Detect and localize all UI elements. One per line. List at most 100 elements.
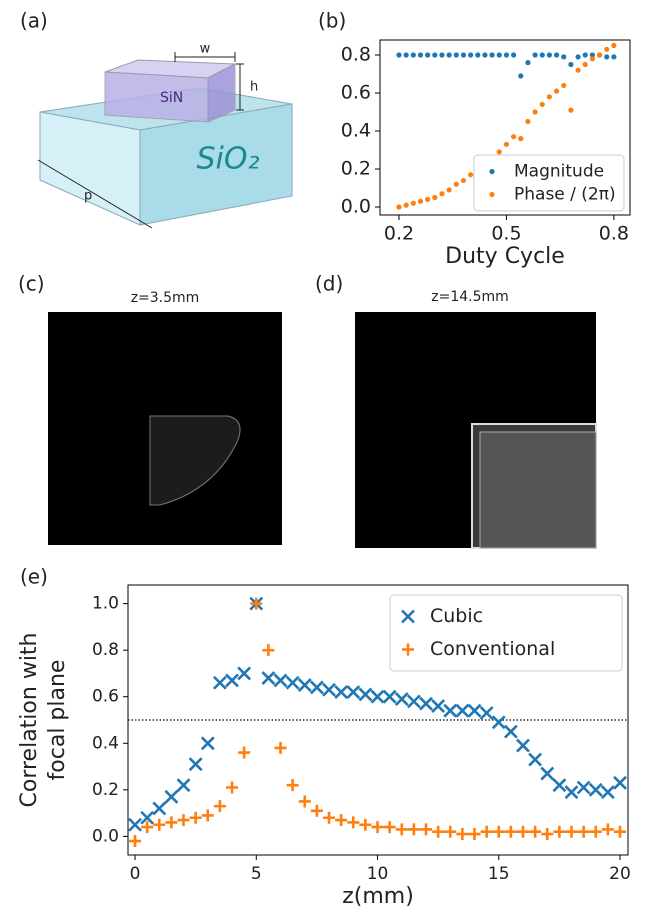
data-point xyxy=(582,52,588,58)
data-point xyxy=(525,118,531,125)
data-point xyxy=(425,52,431,58)
legend-label: Conventional xyxy=(430,638,555,660)
x-tick-label: 10 xyxy=(367,864,389,884)
data-point xyxy=(176,778,191,793)
data-point xyxy=(237,666,252,681)
data-point xyxy=(407,823,420,836)
data-point xyxy=(589,825,602,838)
data-point xyxy=(504,825,517,838)
data-point xyxy=(480,825,493,838)
data-point xyxy=(460,177,467,184)
data-point xyxy=(370,689,385,704)
image-title: z=3.5mm xyxy=(131,290,200,306)
panel-label: (d) xyxy=(315,272,343,296)
data-point xyxy=(517,825,530,838)
x-tick-label: 20 xyxy=(609,864,631,884)
data-point xyxy=(468,52,474,58)
core-front xyxy=(104,71,209,123)
data-point xyxy=(528,752,543,767)
legend-label: Phase / (2π) xyxy=(514,185,616,205)
data-point xyxy=(576,780,591,795)
data-point xyxy=(446,187,452,193)
data-point xyxy=(552,778,567,793)
data-point xyxy=(503,141,510,147)
data-point xyxy=(510,134,517,140)
data-point xyxy=(546,94,553,100)
y-tick-label: 0.6 xyxy=(341,82,371,104)
data-point xyxy=(553,52,560,58)
data-point xyxy=(561,82,567,89)
data-point xyxy=(532,52,538,58)
data-point xyxy=(496,52,502,58)
y-tick-label: 0.4 xyxy=(341,120,371,142)
y-axis-label: focal plane xyxy=(45,660,70,781)
data-point xyxy=(564,785,579,800)
substrate-side xyxy=(39,111,141,226)
y-tick-label: 0.8 xyxy=(92,640,119,660)
data-point xyxy=(323,811,336,824)
data-point xyxy=(600,785,615,800)
data-point xyxy=(213,800,226,813)
data-point xyxy=(286,779,299,792)
data-point xyxy=(589,52,595,58)
data-point xyxy=(446,52,452,58)
legend-marker xyxy=(489,191,495,198)
y-tick-label: 0.0 xyxy=(92,826,119,846)
data-point xyxy=(460,52,467,58)
data-point xyxy=(419,696,433,711)
x-tick-label: 5 xyxy=(251,864,262,884)
y-tick-label: 1.0 xyxy=(92,594,119,614)
x-axis-label: z(mm) xyxy=(342,884,414,909)
data-point xyxy=(604,54,610,60)
data-point xyxy=(596,52,603,58)
data-point xyxy=(420,823,433,836)
x-tick-label: 0.2 xyxy=(384,223,414,245)
dimension-line xyxy=(37,159,153,229)
data-point xyxy=(432,52,438,58)
y-tick-label: 0.2 xyxy=(341,158,371,180)
panel-label: (b) xyxy=(318,9,346,33)
x-tick-label: 0 xyxy=(130,864,141,884)
data-point xyxy=(238,746,251,759)
data-point xyxy=(568,61,574,68)
data-point xyxy=(274,741,287,754)
data-point xyxy=(250,597,263,610)
data-point xyxy=(335,814,348,827)
data-point xyxy=(601,823,614,836)
data-point xyxy=(309,680,324,695)
data-point xyxy=(212,675,227,690)
data-point xyxy=(496,149,502,155)
data-point xyxy=(141,821,154,834)
data-point xyxy=(503,52,510,58)
data-point xyxy=(455,703,470,718)
data-point xyxy=(604,46,610,52)
data-point xyxy=(553,88,560,94)
data-point xyxy=(468,172,474,178)
core-side xyxy=(207,63,236,123)
data-point xyxy=(453,181,459,187)
data-point xyxy=(410,52,416,58)
legend-label: Magnitude xyxy=(514,162,604,182)
panel-label: (c) xyxy=(18,272,45,296)
data-point xyxy=(575,67,581,73)
data-point xyxy=(565,825,578,838)
data-point xyxy=(334,685,349,699)
data-point xyxy=(297,678,312,693)
data-point xyxy=(503,724,518,739)
data-point xyxy=(468,828,481,841)
data-point xyxy=(383,821,396,834)
data-point xyxy=(510,52,517,58)
legend-marker xyxy=(401,609,415,624)
data-point xyxy=(417,52,424,58)
y-axis-label: Correlation with xyxy=(17,633,42,808)
data-point xyxy=(439,52,445,58)
data-point xyxy=(529,825,542,838)
data-point xyxy=(201,809,214,822)
data-point xyxy=(164,789,179,804)
data-point xyxy=(403,202,409,208)
data-point xyxy=(539,52,545,58)
y-tick-label: 0.4 xyxy=(92,733,119,753)
data-point xyxy=(310,804,323,817)
legend-box xyxy=(389,594,623,672)
